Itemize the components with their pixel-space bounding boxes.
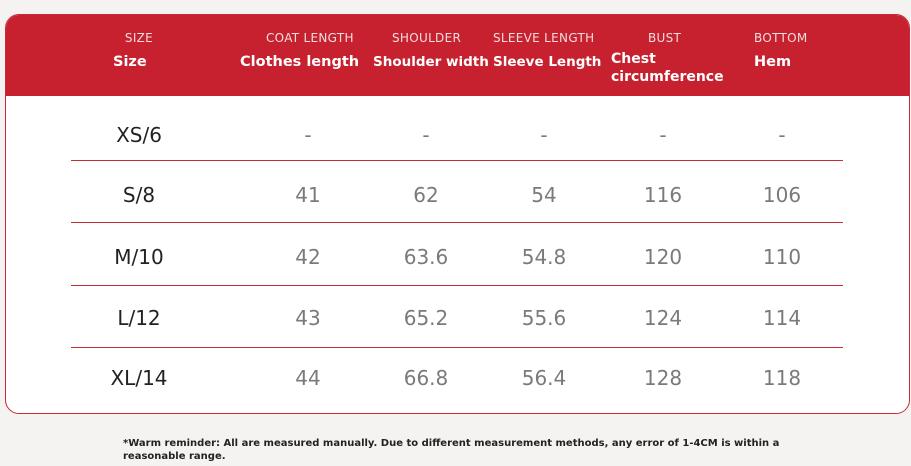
table-header: SIZE Size COAT LENGTH Clothes length SHO… <box>6 15 909 96</box>
bust-cell: - <box>659 123 667 147</box>
bust-cell: 124 <box>643 306 683 330</box>
header-bust-cn: Chest circumference <box>611 51 724 85</box>
row-divider <box>71 160 843 161</box>
shoulder-cell: 66.8 <box>403 366 449 390</box>
shoulder-cell: - <box>422 123 430 147</box>
bottom-cell: 106 <box>762 183 802 207</box>
header-bottom-cn: Hem <box>754 54 792 70</box>
table-row: M/10 42 63.6 54.8 120 110 <box>6 227 909 288</box>
sleeve-length-cell: 56.4 <box>521 366 567 390</box>
sleeve-length-cell: 55.6 <box>521 306 567 330</box>
sleeve-length-cell: - <box>540 123 548 147</box>
row-divider <box>71 347 843 348</box>
coat-length-cell: 42 <box>295 245 321 269</box>
table-row: XS/6 - - - - - <box>6 105 909 166</box>
size-cell: XL/14 <box>110 366 168 390</box>
bottom-cell: 110 <box>762 245 802 269</box>
bust-cell: 120 <box>643 245 683 269</box>
sleeve-length-cell: 54.8 <box>521 245 567 269</box>
coat-length-cell: - <box>304 123 312 147</box>
coat-length-cell: 41 <box>295 183 321 207</box>
header-size-cn: Size <box>113 54 147 70</box>
header-sleeve-length-cn: Sleeve Length <box>493 54 602 70</box>
size-chart-card: SIZE Size COAT LENGTH Clothes length SHO… <box>5 14 910 414</box>
table-row: XL/14 44 66.8 56.4 128 118 <box>6 348 909 409</box>
bust-cell: 116 <box>643 183 683 207</box>
coat-length-cell: 44 <box>295 366 321 390</box>
bottom-cell: - <box>778 123 786 147</box>
header-coat-length-cn: Clothes length <box>240 54 360 70</box>
table-row: L/12 43 65.2 55.6 124 114 <box>6 288 909 349</box>
header-size-en: SIZE <box>124 31 154 45</box>
coat-length-cell: 43 <box>295 306 321 330</box>
header-coat-length-en: COAT LENGTH <box>266 31 354 45</box>
shoulder-cell: 65.2 <box>403 306 449 330</box>
row-divider <box>71 285 843 286</box>
header-shoulder-en: SHOULDER <box>392 31 462 45</box>
size-cell: S/8 <box>122 183 156 207</box>
shoulder-cell: 62 <box>413 183 439 207</box>
table-row: S/8 41 62 54 116 106 <box>6 165 909 226</box>
header-bottom-en: BOTTOM <box>754 31 808 45</box>
size-cell: M/10 <box>114 245 164 269</box>
measurement-note: *Warm reminder: All are measured manuall… <box>123 438 780 462</box>
sleeve-length-cell: 54 <box>531 183 557 207</box>
bottom-cell: 118 <box>762 366 802 390</box>
size-cell: XS/6 <box>116 123 162 147</box>
header-shoulder-cn: Shoulder width <box>373 54 489 70</box>
size-cell: L/12 <box>117 306 161 330</box>
bust-cell: 128 <box>643 366 683 390</box>
shoulder-cell: 63.6 <box>403 245 449 269</box>
header-sleeve-length-en: SLEEVE LENGTH <box>493 31 595 45</box>
header-bust-en: BUST <box>648 31 682 45</box>
row-divider <box>71 222 843 223</box>
bottom-cell: 114 <box>762 306 802 330</box>
